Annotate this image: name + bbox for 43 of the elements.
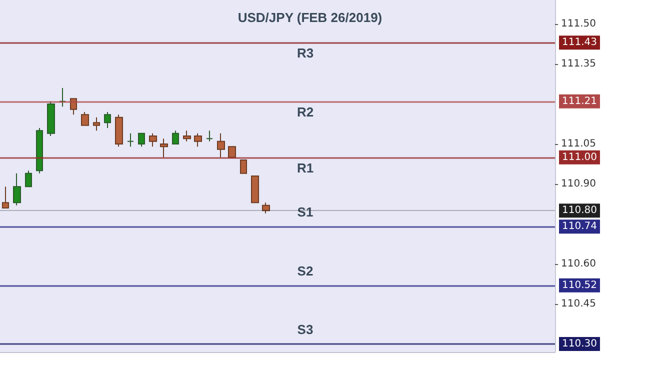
- candlestick: [59, 88, 66, 108]
- candlestick: [104, 112, 111, 128]
- text: 110.30: [562, 338, 597, 350]
- ref-line-label: R2: [296, 104, 314, 120]
- candlestick: [183, 130, 191, 142]
- y-tick-label: 111.50: [561, 18, 596, 30]
- candlestick: [194, 132, 202, 148]
- y-tick-label: 110.45: [561, 298, 596, 310]
- candlestick: [217, 132, 225, 158]
- text: USD/JPY (FEB 26/2019): [238, 10, 382, 25]
- candlestick: [138, 132, 145, 148]
- text: 111.21: [562, 96, 597, 107]
- candlestick: [251, 176, 259, 204]
- text: 110.80: [562, 205, 597, 216]
- ref-line-label: S1: [297, 204, 314, 220]
- candlestick: [47, 100, 55, 136]
- ref-line-label: S2: [297, 263, 314, 278]
- y-tick-label: 110.90: [561, 178, 596, 190]
- y-tick-label: 111.35: [561, 58, 596, 70]
- ref-line-label: R1: [296, 160, 314, 176]
- y-tick-label: 111.05: [561, 138, 596, 150]
- candlestick: [36, 128, 43, 174]
- candlestick: [228, 146, 236, 158]
- candlestick: [160, 138, 168, 158]
- text: 111.43: [562, 37, 597, 48]
- ref-line-label: R3: [296, 46, 314, 61]
- candlestick: [115, 114, 123, 148]
- candlestick: [149, 132, 157, 148]
- candlestick: [206, 130, 213, 142]
- text: 111.00: [562, 152, 597, 163]
- candlestick: [240, 160, 247, 174]
- candlestick: [81, 112, 89, 126]
- candlestick: [172, 130, 179, 144]
- candlestick: [2, 186, 9, 208]
- y-tick-label: 110.60: [561, 258, 596, 270]
- candlestick: [127, 132, 134, 148]
- text: 110.74: [562, 221, 597, 232]
- candlestick: [93, 116, 100, 132]
- candlestick: [13, 172, 21, 206]
- text: 110.52: [562, 280, 597, 291]
- ref-line-label: S3: [297, 322, 314, 337]
- candlestick: [25, 170, 32, 188]
- candlestick: [262, 202, 270, 214]
